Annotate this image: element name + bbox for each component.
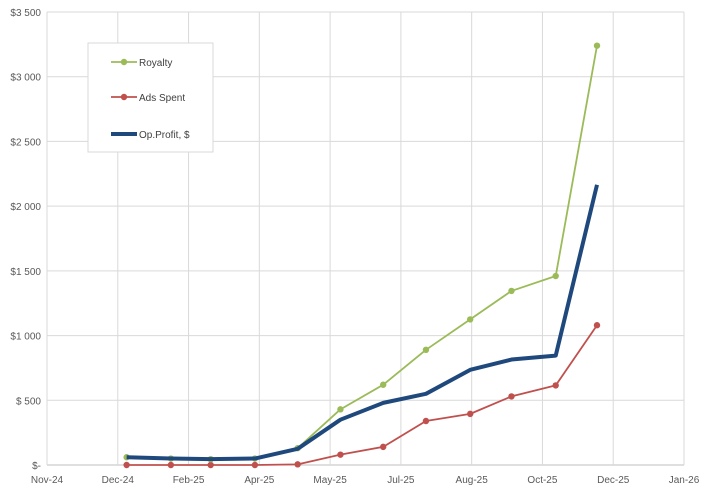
x-tick-label: Dec-24 bbox=[102, 475, 135, 486]
y-tick-label: $2 000 bbox=[10, 202, 41, 213]
series-group bbox=[123, 42, 601, 469]
legend-label: Royalty bbox=[139, 58, 172, 69]
data-point-ads-spent bbox=[207, 461, 214, 469]
x-tick-label: Jan-26 bbox=[669, 475, 700, 486]
x-tick-label: Dec-25 bbox=[597, 475, 630, 486]
legend: Royalty Ads Spent Op.Profit, $ bbox=[87, 42, 214, 153]
y-tick-label: $1 500 bbox=[10, 267, 41, 278]
data-point-ads-spent bbox=[508, 393, 515, 400]
data-point-royalty bbox=[593, 42, 601, 49]
data-point-ads-spent bbox=[251, 461, 259, 469]
data-point-royalty bbox=[552, 272, 559, 280]
data-point-ads-spent bbox=[466, 410, 474, 418]
y-axis: $- $ 500 $1 000 $1 500 $2 000 $2 500 $3 000 $3 … bbox=[10, 8, 41, 472]
data-point-royalty bbox=[466, 316, 474, 323]
y-tick-label: $3 500 bbox=[10, 8, 41, 19]
legend-marker bbox=[120, 93, 128, 101]
x-tick-label: Feb-25 bbox=[173, 475, 205, 486]
y-tick-label: $1 000 bbox=[10, 332, 41, 343]
x-tick-label: May-25 bbox=[313, 475, 347, 486]
x-tick-label: Aug-25 bbox=[456, 475, 489, 486]
x-axis: Nov-24 Dec-24 Feb-25 Apr-25 May-25 Jul-25 Aug-… bbox=[31, 475, 700, 486]
x-tick-label: Oct-25 bbox=[527, 475, 557, 486]
data-point-royalty bbox=[337, 406, 344, 413]
x-tick-label: Nov-24 bbox=[31, 475, 64, 486]
legend-marker bbox=[120, 58, 128, 66]
data-point-ads-spent bbox=[422, 417, 430, 425]
data-point-ads-spent bbox=[337, 451, 344, 458]
y-tick-label: $3 000 bbox=[10, 73, 41, 84]
legend-label: Ads Spent bbox=[139, 93, 185, 104]
data-point-ads-spent bbox=[167, 461, 175, 469]
y-tick-label: $- bbox=[32, 461, 41, 472]
data-point-ads-spent bbox=[123, 461, 130, 469]
y-tick-label: $2 500 bbox=[10, 137, 41, 148]
x-tick-label: Apr-25 bbox=[244, 475, 274, 486]
data-point-ads-spent bbox=[379, 443, 387, 451]
series-line-op-profit bbox=[126, 184, 599, 462]
data-point-ads-spent bbox=[552, 382, 559, 389]
data-point-royalty bbox=[508, 287, 515, 295]
y-tick-label: $ 500 bbox=[16, 396, 41, 407]
data-point-royalty bbox=[422, 346, 430, 354]
legend-box bbox=[87, 42, 214, 153]
data-point-ads-spent bbox=[593, 322, 601, 329]
data-point-royalty bbox=[379, 381, 387, 388]
data-point-ads-spent bbox=[294, 461, 301, 468]
series-line-ads-spent bbox=[126, 324, 598, 466]
x-tick-label: Jul-25 bbox=[387, 475, 415, 486]
legend-label: Op.Profit, $ bbox=[139, 130, 190, 141]
